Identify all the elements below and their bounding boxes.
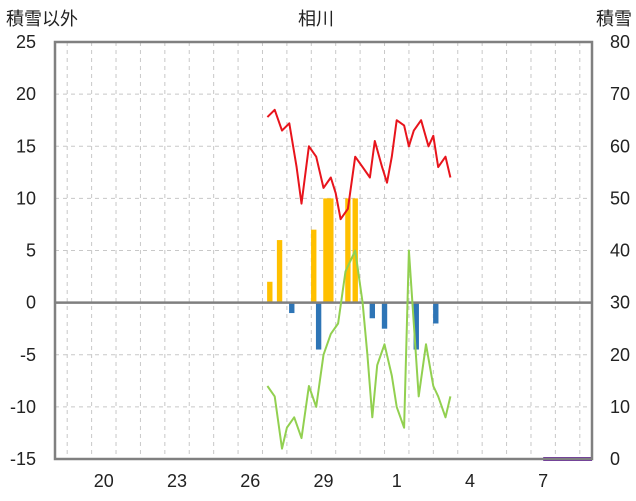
y-left-tick-label: 0 bbox=[26, 293, 36, 313]
precip-bar bbox=[311, 229, 317, 303]
x-tick-label: 23 bbox=[167, 471, 187, 491]
precip-bar bbox=[315, 302, 322, 350]
precip-bar bbox=[289, 302, 295, 314]
left-axis-ticks: 25 20 15 10 5 0 -5 -10 -15 bbox=[10, 32, 36, 469]
y-right-tick-label: 60 bbox=[610, 136, 630, 156]
precip-bar bbox=[345, 198, 351, 303]
x-tick-label: 7 bbox=[538, 471, 548, 491]
y-left-tick-label: 25 bbox=[16, 32, 36, 52]
chart-title: 相川 bbox=[298, 9, 334, 29]
x-axis-ticks: 20 23 26 29 1 4 7 bbox=[94, 471, 548, 491]
y-right-tick-label: 20 bbox=[610, 345, 630, 365]
left-axis-title: 積雪以外 bbox=[6, 9, 78, 29]
precip-bar bbox=[381, 302, 388, 329]
y-right-tick-label: 70 bbox=[610, 84, 630, 104]
x-tick-label: 20 bbox=[94, 471, 114, 491]
series-line bbox=[266, 249, 452, 450]
y-left-tick-label: 15 bbox=[16, 136, 36, 156]
x-tick-label: 4 bbox=[465, 471, 475, 491]
y-right-tick-label: 30 bbox=[610, 293, 630, 313]
y-left-tick-label: -5 bbox=[20, 345, 36, 365]
precip-bar bbox=[328, 198, 334, 303]
y-left-tick-label: 10 bbox=[16, 188, 36, 208]
y-left-tick-label: 5 bbox=[26, 241, 36, 261]
y-right-tick-label: 50 bbox=[610, 188, 630, 208]
y-right-tick-label: 0 bbox=[610, 449, 620, 469]
x-tick-label: 1 bbox=[392, 471, 402, 491]
precip-bar bbox=[267, 281, 273, 303]
y-left-tick-label: -15 bbox=[10, 449, 36, 469]
right-axis-ticks: 80 70 60 50 40 30 20 10 0 bbox=[610, 32, 630, 469]
y-left-tick-label: 20 bbox=[16, 84, 36, 104]
precip-bar bbox=[413, 302, 419, 350]
precip-bar bbox=[276, 240, 283, 303]
x-tick-label: 29 bbox=[313, 471, 333, 491]
precip-bar bbox=[369, 302, 376, 319]
series-line bbox=[266, 108, 452, 221]
right-axis-title: 積雪 bbox=[596, 9, 632, 29]
plot-frame bbox=[53, 40, 594, 461]
precip-bars bbox=[267, 198, 439, 350]
y-right-tick-label: 40 bbox=[610, 241, 630, 261]
y-left-tick-label: -10 bbox=[10, 397, 36, 417]
precip-bar bbox=[323, 198, 329, 303]
precip-bar bbox=[433, 302, 439, 324]
y-right-tick-label: 80 bbox=[610, 32, 630, 52]
x-tick-label: 26 bbox=[240, 471, 260, 491]
y-right-tick-label: 10 bbox=[610, 397, 630, 417]
